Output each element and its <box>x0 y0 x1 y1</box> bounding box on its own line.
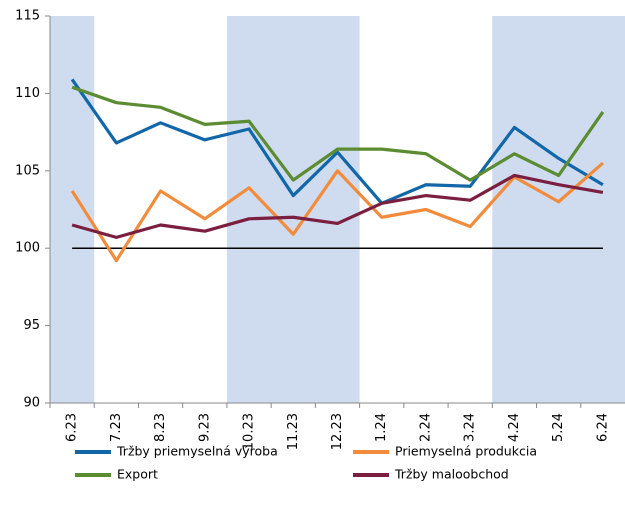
series-line <box>71 173 604 239</box>
x-tick-label: 4.24 <box>507 413 522 442</box>
x-tick-label: 11.23 <box>286 413 301 450</box>
x-tick-label: 6.23 <box>65 413 80 442</box>
series-line <box>70 78 604 205</box>
x-tick-label: 3.24 <box>463 413 478 442</box>
y-tick-label: 90 <box>23 396 40 411</box>
x-tick-label: 6.24 <box>595 413 610 442</box>
y-tick-label: 100 <box>15 241 40 256</box>
x-tick-label: 5.24 <box>551 413 566 442</box>
legend-label: Tržby maloobchod <box>394 467 509 482</box>
x-tick-label: 9.23 <box>197 413 212 442</box>
y-tick-label: 115 <box>15 9 40 24</box>
shaded-band <box>50 16 95 403</box>
x-tick-label: 12.23 <box>330 413 345 450</box>
x-tick-label: 7.23 <box>109 413 124 442</box>
series-line <box>71 85 605 182</box>
x-tick-label: 2.24 <box>418 413 433 442</box>
y-tick-label: 95 <box>23 318 40 333</box>
shaded-band <box>226 16 360 403</box>
legend-label: Tržby priemyselná výroba <box>116 444 278 459</box>
shaded-band <box>492 16 625 403</box>
y-tick-label: 105 <box>15 163 40 178</box>
x-tick-label: 8.23 <box>153 413 168 442</box>
legend-label: Export <box>117 467 158 482</box>
x-tick-label: 1.24 <box>374 413 389 442</box>
y-tick-label: 110 <box>15 86 40 101</box>
legend-label: Priemyselná produkcia <box>395 444 537 459</box>
x-tick-label: 10.23 <box>242 413 257 450</box>
